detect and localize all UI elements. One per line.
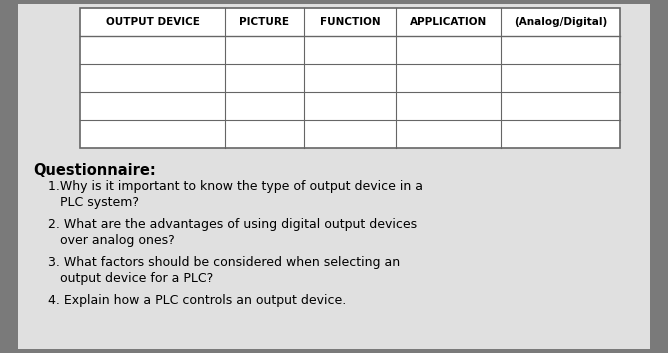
Text: (Analog/Digital): (Analog/Digital) — [514, 17, 607, 27]
Text: OUTPUT DEVICE: OUTPUT DEVICE — [106, 17, 199, 27]
Text: Questionnaire:: Questionnaire: — [33, 163, 156, 178]
Text: 4. Explain how a PLC controls an output device.: 4. Explain how a PLC controls an output … — [48, 294, 346, 307]
Text: PICTURE: PICTURE — [239, 17, 289, 27]
Text: FUNCTION: FUNCTION — [320, 17, 380, 27]
Text: 3. What factors should be considered when selecting an
   output device for a PL: 3. What factors should be considered whe… — [48, 256, 400, 285]
Text: APPLICATION: APPLICATION — [410, 17, 488, 27]
Text: 2. What are the advantages of using digital output devices
   over analog ones?: 2. What are the advantages of using digi… — [48, 218, 417, 247]
Bar — [80, 8, 620, 148]
Text: 1.Why is it important to know the type of output device in a
   PLC system?: 1.Why is it important to know the type o… — [48, 180, 423, 209]
